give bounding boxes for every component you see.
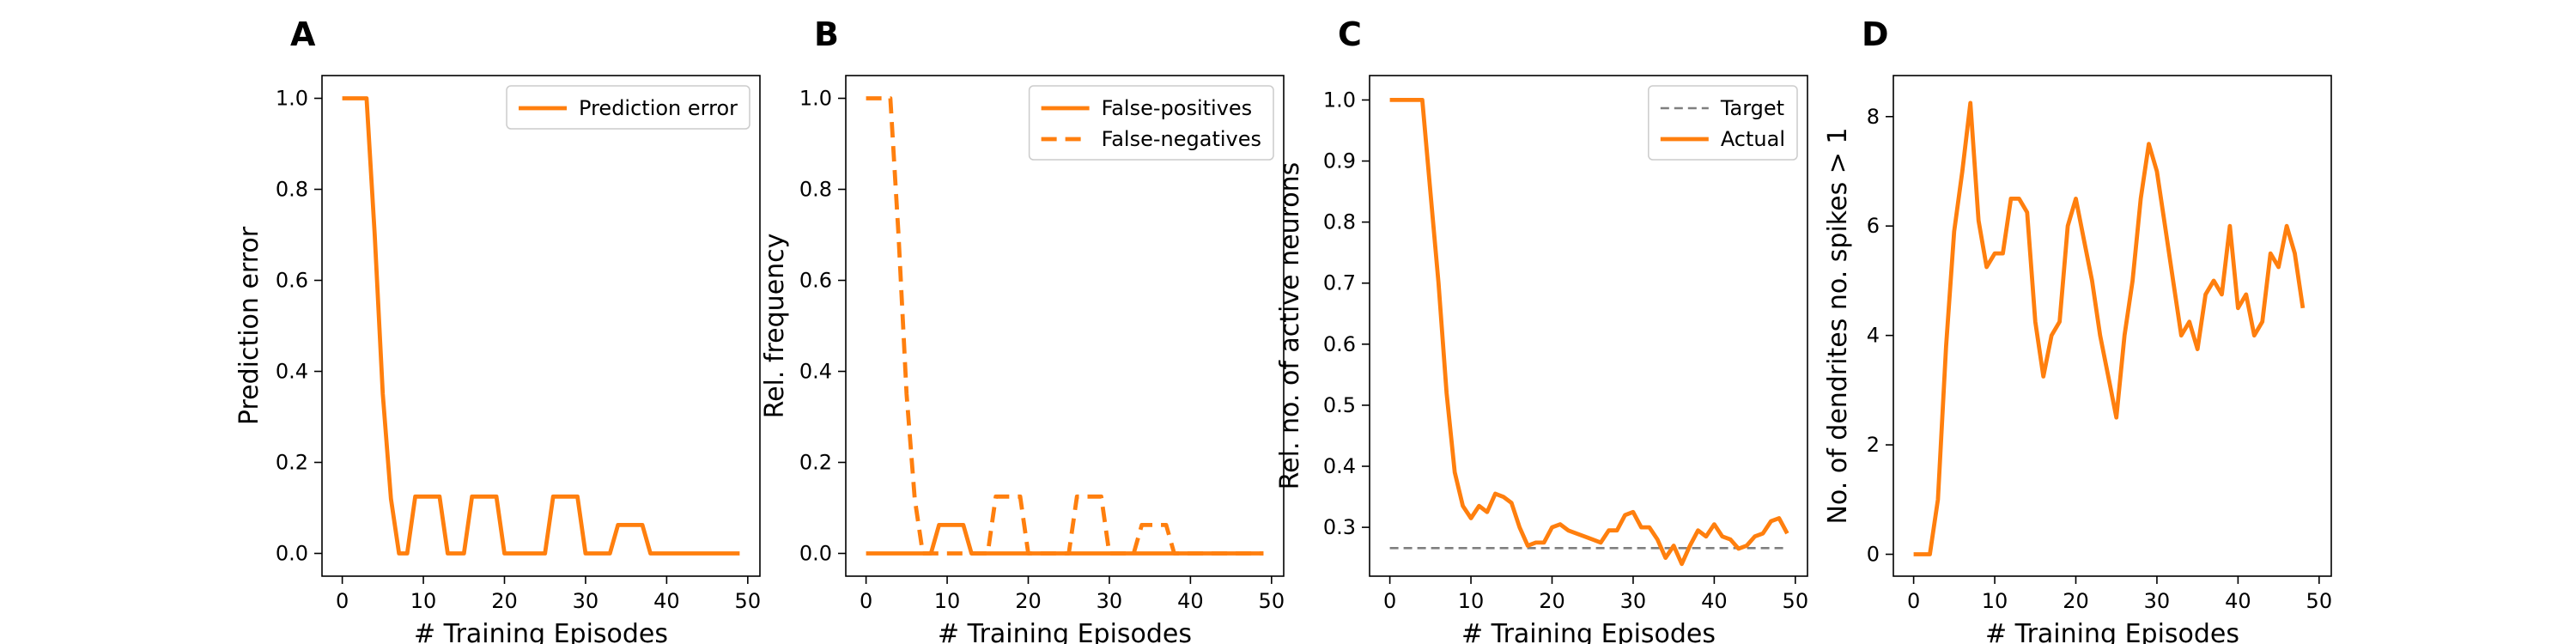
x-tick-label: 50 [735, 589, 762, 613]
x-tick-label: 0 [860, 589, 872, 613]
chart-panel-c: C 0 10 20 30 40 50 0.3 0.4 0.5 0.6 0.7 0.8 0.9 1.0 # Tr… [1275, 15, 1808, 644]
x-tick-label: 0 [1383, 589, 1396, 613]
x-tick-label: 30 [1620, 589, 1647, 613]
y-axis-label: No. of dendrites no. spikes > 1 [1823, 127, 1853, 524]
y-tick-label: 0.8 [1323, 210, 1356, 234]
panel-label: B [814, 15, 839, 53]
chart-panel-d: D 0 10 20 30 40 50 0 2 4 6 8 # Training Episodes No. … [1823, 15, 2332, 644]
y-tick-label: 8 [1867, 105, 1880, 129]
x-tick-label: 30 [2144, 589, 2171, 613]
x-axis-label: # Training Episodes [1461, 619, 1716, 644]
x-axis-label: # Training Episodes [1985, 619, 2239, 644]
y-tick-label: 1.0 [276, 87, 308, 111]
series-line-prediction-error [342, 96, 740, 556]
y-tick-label: 0.0 [276, 542, 308, 566]
legend-box [506, 85, 750, 130]
chart-panel-a: A 0 10 20 30 40 50 0.0 0.2 0.4 0.6 0.8 1.0 # Training… [234, 15, 761, 644]
x-tick-label: 10 [1458, 589, 1485, 613]
legend: False-positives False-negatives [1028, 85, 1274, 161]
y-tick-label: 0.2 [276, 451, 308, 475]
legend-entry: Prediction error [579, 96, 738, 120]
y-tick-label: 0.6 [276, 269, 308, 293]
y-tick-label: 1.0 [799, 87, 832, 111]
x-tick-label: 40 [1701, 589, 1728, 613]
y-tick-label: 6 [1867, 214, 1880, 238]
legend-entry: False-positives [1102, 96, 1253, 120]
x-tick-label: 20 [1539, 589, 1565, 613]
chart-panel-b: B 0 10 20 30 40 50 0.0 0.2 0.4 0.6 0.8 1.0 # Training… [760, 15, 1285, 644]
x-tick-label: 30 [1097, 589, 1123, 613]
y-axis-label: Rel. no. of active neurons [1275, 162, 1305, 490]
x-axis-label: # Training Episodes [938, 619, 1192, 644]
legend-entry: False-negatives [1102, 127, 1261, 151]
y-tick-label: 4 [1867, 324, 1880, 348]
legend-entry: Target [1720, 96, 1784, 120]
y-tick-label: 0 [1867, 543, 1880, 567]
series-line-data [1913, 100, 2306, 556]
x-tick-label: 50 [1783, 589, 1809, 613]
plot-frame [321, 75, 761, 577]
panel-label: C [1338, 15, 1362, 53]
y-tick-label: 2 [1867, 433, 1880, 457]
y-tick-label: 0.9 [1323, 149, 1356, 173]
panel-label: D [1862, 15, 1889, 53]
y-tick-label: 1.0 [1323, 88, 1356, 112]
y-axis-label: Prediction error [234, 226, 264, 425]
panel-label: A [290, 15, 316, 53]
series-line-actual [1389, 98, 1789, 567]
y-tick-label: 0.6 [1323, 332, 1356, 356]
y-tick-label: 0.8 [799, 178, 832, 202]
y-tick-label: 0.5 [1323, 393, 1356, 417]
series-line-false-positives [866, 523, 1264, 556]
legend-entry: Actual [1721, 127, 1785, 151]
y-tick-label: 0.2 [799, 451, 832, 475]
y-tick-label: 0.8 [276, 178, 308, 202]
x-tick-label: 50 [2306, 589, 2333, 613]
x-tick-label: 10 [934, 589, 961, 613]
x-tick-label: 30 [573, 589, 599, 613]
x-tick-label: 20 [491, 589, 518, 613]
x-tick-label: 40 [2225, 589, 2251, 613]
y-tick-label: 0.4 [1323, 454, 1356, 478]
y-tick-label: 0.0 [799, 542, 832, 566]
x-tick-label: 40 [653, 589, 680, 613]
x-tick-label: 0 [1907, 589, 1920, 613]
y-tick-label: 0.7 [1323, 271, 1356, 295]
series-line-false-negatives [866, 96, 1264, 556]
plot-frame [1369, 75, 1808, 577]
x-tick-label: 40 [1177, 589, 1204, 613]
legend-box [1028, 85, 1274, 161]
y-axis-label: Rel. frequency [760, 234, 790, 419]
legend-box [1648, 85, 1798, 161]
x-tick-label: 50 [1259, 589, 1285, 613]
plot-frame [845, 75, 1285, 577]
y-tick-label: 0.4 [799, 360, 832, 384]
x-tick-label: 20 [1015, 589, 1042, 613]
x-axis-label: # Training Episodes [414, 619, 668, 644]
y-tick-label: 0.3 [1323, 515, 1356, 539]
legend: Prediction error [506, 85, 750, 130]
y-tick-label: 0.6 [799, 269, 832, 293]
y-tick-label: 0.4 [276, 360, 308, 384]
legend: Target Actual [1648, 85, 1798, 161]
x-tick-label: 10 [1982, 589, 2008, 613]
plot-frame [1893, 75, 2332, 577]
x-tick-label: 10 [410, 589, 437, 613]
x-tick-label: 0 [336, 589, 349, 613]
x-tick-label: 20 [2063, 589, 2089, 613]
